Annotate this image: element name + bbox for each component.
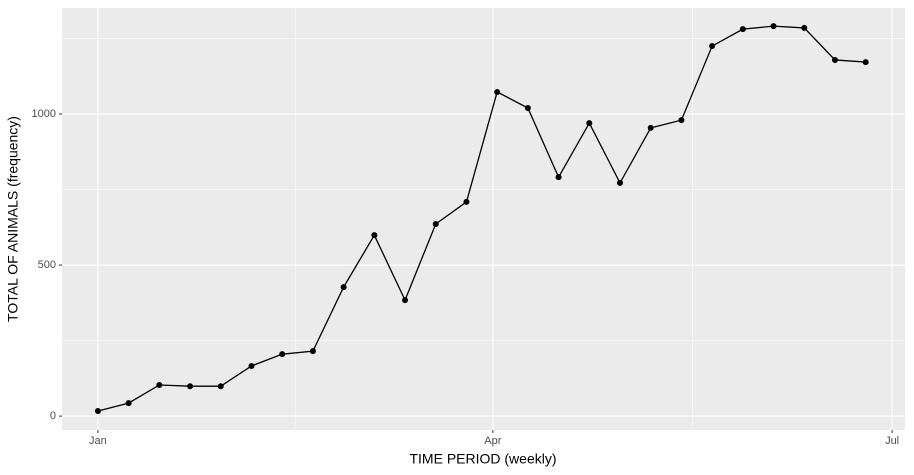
point [248, 362, 255, 369]
y-axis-title: TOTAL OF ANIMALS (frequency) [5, 116, 21, 322]
point [831, 56, 838, 63]
point [340, 284, 347, 291]
x-tick-label: Jan [89, 435, 107, 447]
point [371, 232, 378, 239]
point [524, 104, 531, 111]
point [617, 179, 624, 186]
point [494, 88, 501, 95]
x-tick-label: Jul [885, 435, 899, 447]
point [709, 43, 716, 50]
panel [62, 8, 905, 430]
point [862, 59, 869, 66]
point [647, 124, 654, 131]
y-tick-label: 0 [50, 410, 56, 422]
point [463, 198, 470, 205]
point [279, 351, 286, 358]
point [217, 383, 224, 390]
x-axis-title: TIME PERIOD (weekly) [409, 451, 556, 467]
point [586, 120, 593, 127]
point [187, 383, 194, 390]
y-tick-label: 500 [38, 259, 56, 271]
line [97, 25, 866, 412]
point [309, 348, 316, 355]
point [678, 117, 685, 124]
point [801, 24, 808, 31]
point [555, 174, 562, 181]
x-tick-label: Apr [484, 435, 501, 447]
point [739, 26, 746, 33]
y-tick-label: 1000 [32, 108, 56, 120]
point [432, 220, 439, 227]
point [770, 23, 777, 30]
point [156, 381, 163, 388]
point [402, 297, 409, 304]
point [125, 400, 132, 407]
point [94, 407, 101, 414]
